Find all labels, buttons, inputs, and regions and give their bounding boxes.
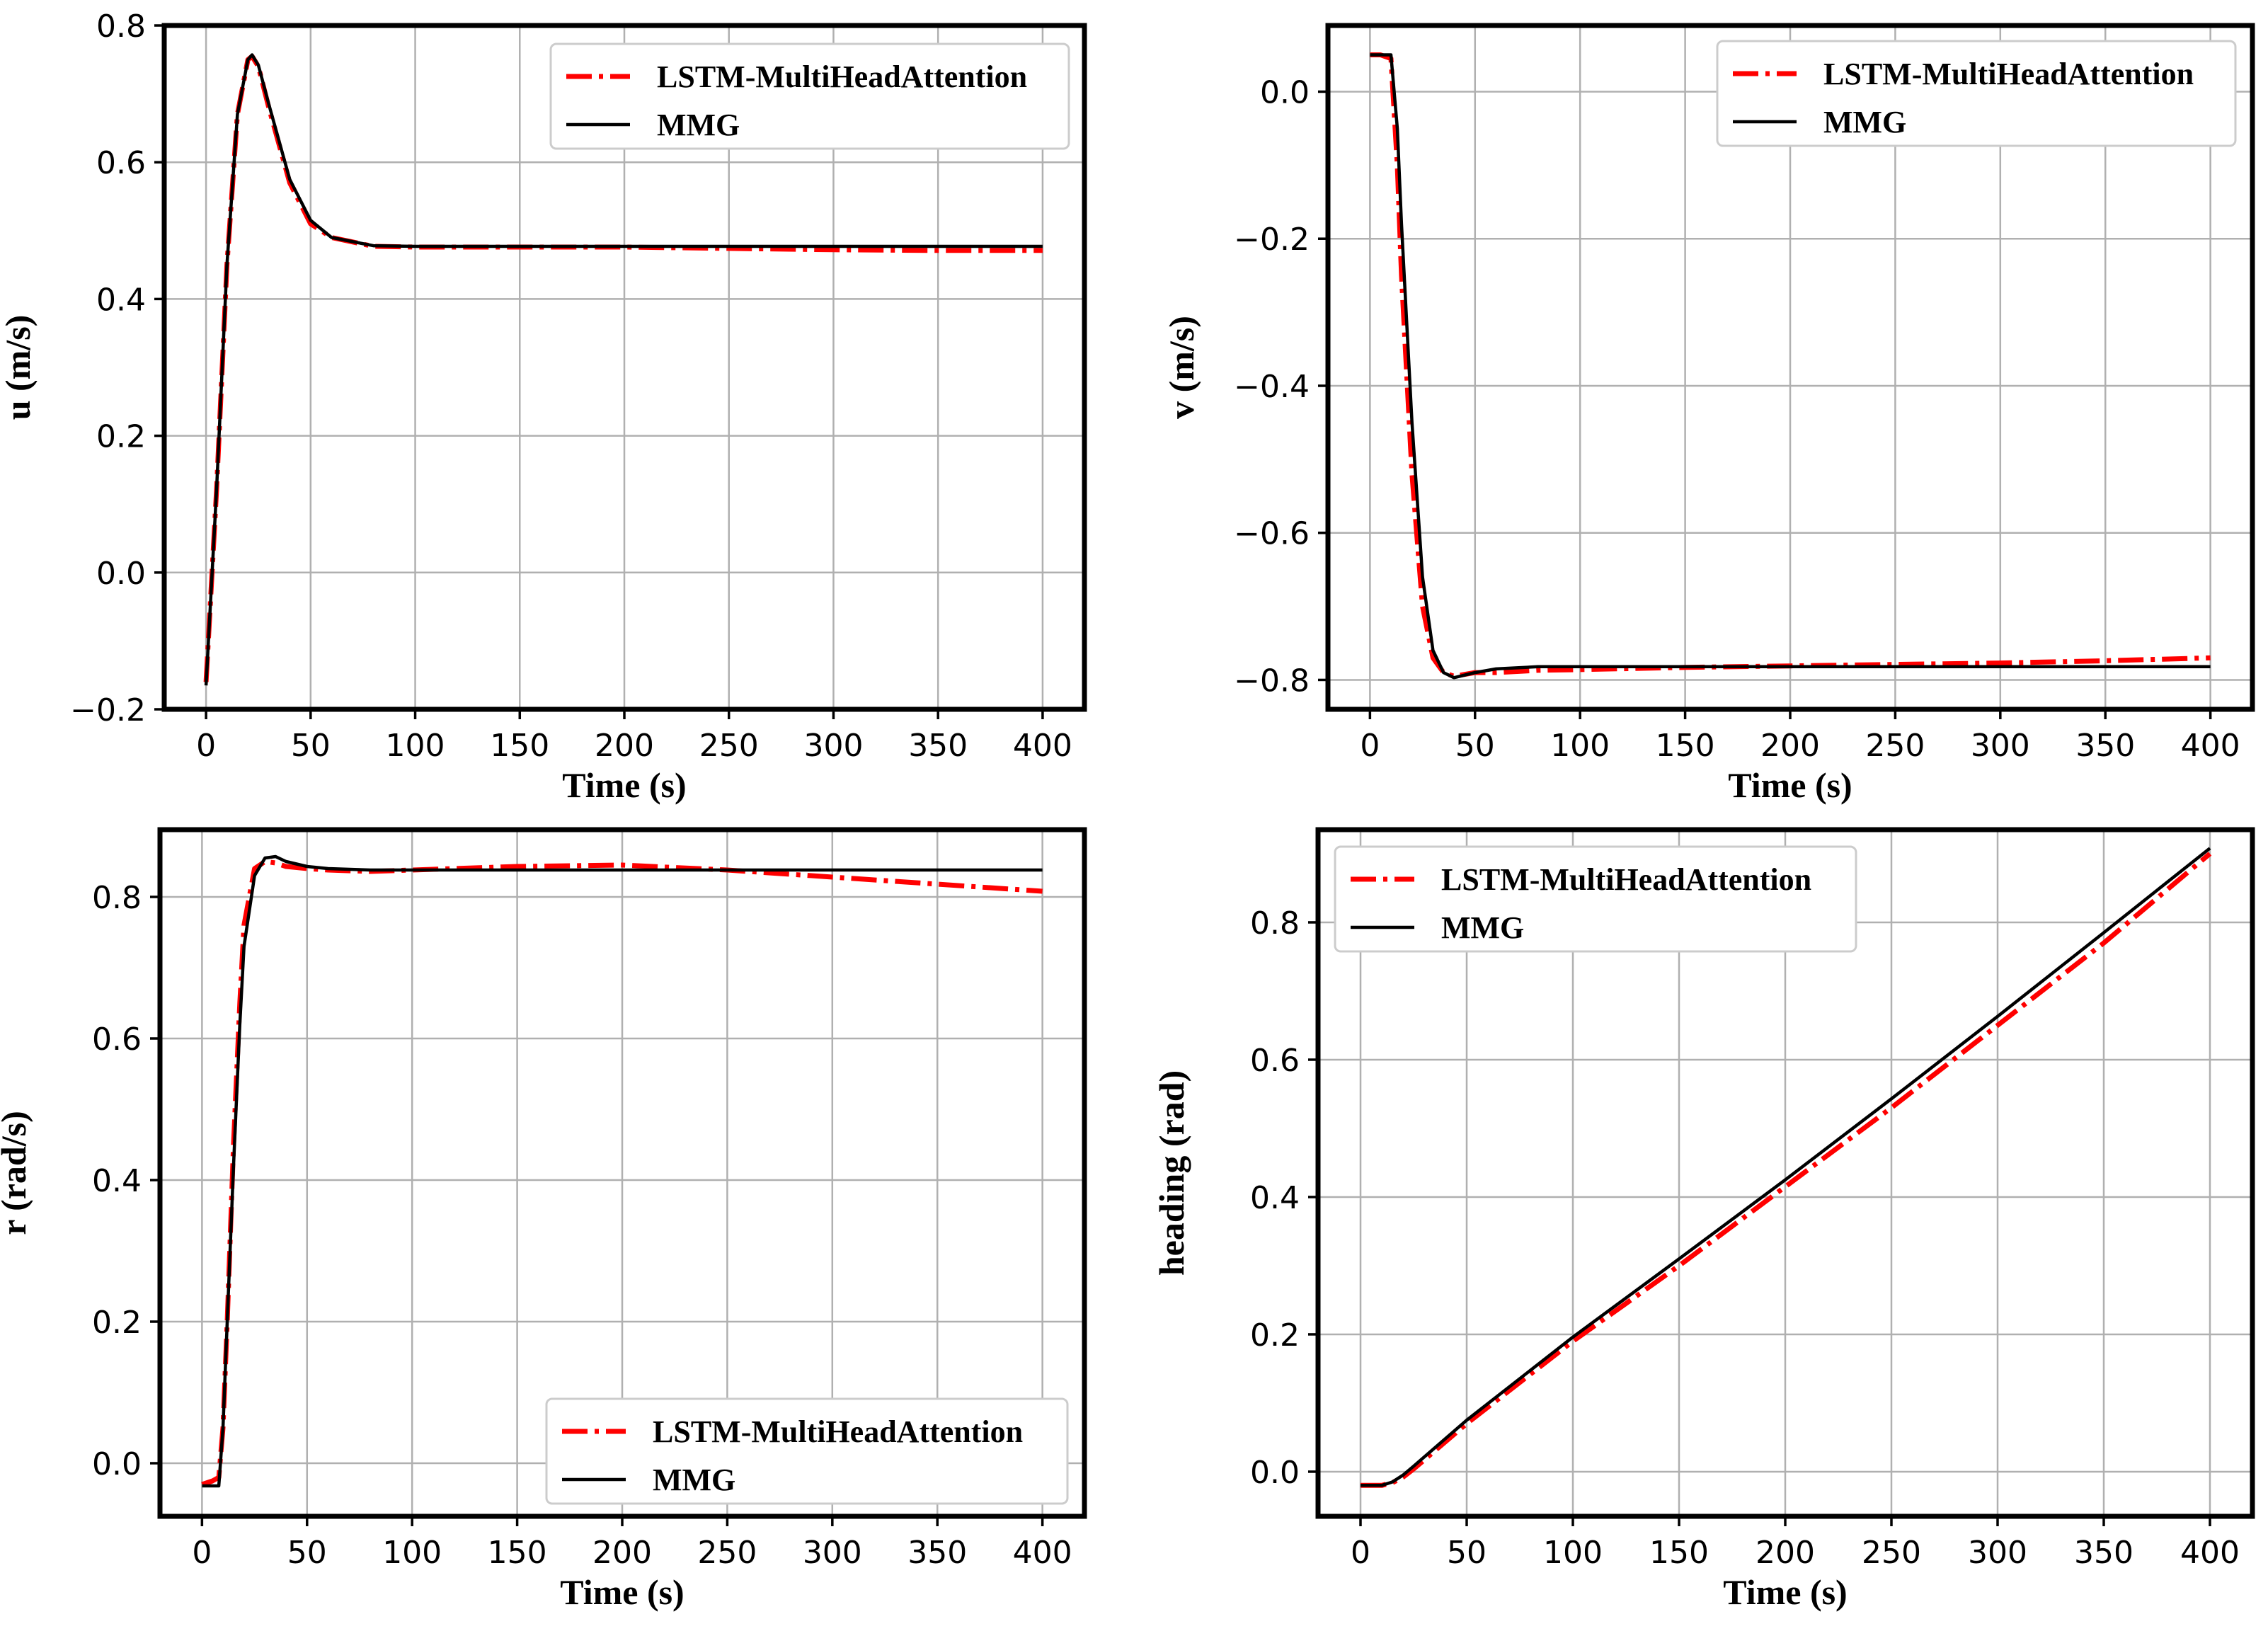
y-tick-label: −0.4	[1234, 369, 1310, 405]
y-tick-label: 0.6	[96, 145, 146, 181]
x-tick-label: 350	[907, 1535, 967, 1571]
x-tick-label: 0	[1351, 1535, 1370, 1571]
legend-box	[545, 1397, 1069, 1505]
x-tick-label: 150	[488, 1535, 547, 1571]
y-tick-label: 0.0	[1260, 74, 1310, 110]
x-tick-label: 200	[1756, 1535, 1815, 1571]
y-tick-label: 0.4	[96, 282, 146, 318]
x-tick-label: 50	[291, 728, 331, 764]
y-axis-label: u (m/s)	[0, 315, 38, 420]
x-tick-label: 250	[697, 1535, 757, 1571]
legend-box	[1716, 40, 2237, 147]
x-tick-label: 300	[803, 1535, 862, 1571]
x-tick-label: 200	[1760, 728, 1820, 764]
legend-label-lstm-multiheadattention: LSTM-MultiHeadAttention	[657, 59, 1027, 94]
y-tick-label: 0.4	[92, 1163, 142, 1199]
y-axis-label: v (m/s)	[1162, 316, 1201, 419]
y-tick-label: −0.6	[1234, 516, 1310, 552]
y-tick-label: 0.0	[92, 1446, 142, 1482]
series-line-mmg	[204, 53, 1043, 686]
panel-r: 0 50 100 150 200 250 300 350 400 0.0 0.2 0.4 0.6 0.8 T…	[0, 827, 1087, 1612]
legend: LSTM-MultiHeadAttention MMG	[1334, 845, 1857, 953]
x-tick-label: 250	[699, 728, 759, 764]
x-tick-label: 350	[908, 728, 968, 764]
panel-u: 0 50 100 150 200 250 300 350 400 −0.2 0.0 0.2 0.4 0.6…	[0, 8, 1087, 805]
y-tick-label: 0.2	[96, 419, 146, 455]
x-tick-label: 300	[1968, 1535, 2027, 1571]
legend-label-mmg: MMG	[657, 108, 740, 142]
y-tick-label: 0.6	[1250, 1043, 1300, 1079]
x-tick-label: 50	[1447, 1535, 1487, 1571]
x-tick-label: 200	[595, 728, 654, 764]
legend: LSTM-MultiHeadAttention MMG	[1716, 40, 2237, 147]
x-axis-label: Time (s)	[562, 765, 686, 805]
y-tick-label: 0.0	[96, 556, 146, 592]
y-tick-label: 0.8	[92, 880, 142, 916]
legend-box	[549, 42, 1070, 150]
x-tick-label: 350	[2075, 728, 2135, 764]
x-tick-label: 0	[192, 1535, 212, 1571]
x-tick-label: 250	[1865, 728, 1925, 764]
x-tick-label: 400	[2180, 1535, 2240, 1571]
y-tick-label: 0.2	[1250, 1317, 1300, 1354]
panel-v: 0 50 100 150 200 250 300 350 400 −0.8 −0.6 −0.4 −0.2…	[1162, 23, 2255, 805]
x-tick-label: 0	[1360, 728, 1380, 764]
legend-box	[1334, 845, 1857, 953]
y-tick-label: 0.0	[1250, 1455, 1300, 1491]
y-tick-label: −0.2	[70, 692, 146, 728]
y-axis-label: heading (rad)	[1152, 1070, 1191, 1276]
x-tick-label: 150	[1649, 1535, 1709, 1571]
y-tick-label: 0.8	[1250, 905, 1300, 942]
x-tick-label: 100	[386, 728, 445, 764]
x-tick-label: 350	[2074, 1535, 2134, 1571]
series-line-mmg	[202, 854, 1043, 1488]
x-tick-label: 50	[287, 1535, 327, 1571]
x-axis-label: Time (s)	[1723, 1572, 1847, 1612]
x-tick-label: 150	[490, 728, 549, 764]
series-group	[201, 854, 1043, 1488]
legend: LSTM-MultiHeadAttention MMG	[545, 1397, 1069, 1505]
x-axis-label: Time (s)	[1728, 765, 1852, 805]
x-tick-label: 100	[382, 1535, 442, 1571]
y-tick-label: 0.2	[92, 1305, 142, 1341]
x-tick-label: 400	[1013, 728, 1072, 764]
x-tick-label: 0	[196, 728, 216, 764]
x-tick-label: 300	[803, 728, 863, 764]
legend-label-lstm-multiheadattention: LSTM-MultiHeadAttention	[1441, 862, 1811, 897]
y-tick-label: 0.4	[1250, 1180, 1300, 1216]
x-tick-label: 300	[1971, 728, 2030, 764]
legend-label-lstm-multiheadattention: LSTM-MultiHeadAttention	[1823, 57, 2194, 91]
legend-label-mmg: MMG	[653, 1463, 735, 1497]
x-tick-label: 100	[1550, 728, 1610, 764]
series-line-lstm-multiheadattention	[1361, 852, 2212, 1488]
x-tick-label: 50	[1455, 728, 1495, 764]
x-tick-label: 250	[1862, 1535, 1921, 1571]
y-tick-label: 0.6	[92, 1021, 142, 1058]
series-group	[1361, 847, 2212, 1488]
series-line-mmg	[1361, 847, 2211, 1487]
legend-label-lstm-multiheadattention: LSTM-MultiHeadAttention	[653, 1414, 1023, 1449]
series-group	[1370, 52, 2211, 680]
x-tick-label: 150	[1656, 728, 1715, 764]
x-tick-label: 400	[2181, 728, 2240, 764]
x-axis-label: Time (s)	[560, 1572, 684, 1612]
panel-heading: 0 50 100 150 200 250 300 350 400 0.0 0.2 0.4 0.6 0.8 T…	[1152, 827, 2255, 1612]
series-line-mmg	[1370, 53, 2211, 680]
x-tick-label: 100	[1543, 1535, 1603, 1571]
legend: LSTM-MultiHeadAttention MMG	[549, 42, 1070, 150]
y-tick-label: −0.2	[1234, 222, 1310, 258]
y-axis-label: r (rad/s)	[0, 1111, 33, 1235]
legend-label-mmg: MMG	[1823, 105, 1906, 139]
y-tick-label: 0.8	[96, 8, 146, 45]
x-tick-label: 400	[1013, 1535, 1072, 1571]
legend-label-mmg: MMG	[1441, 910, 1524, 945]
series-line-lstm-multiheadattention	[203, 54, 1043, 682]
x-tick-label: 200	[592, 1535, 652, 1571]
y-tick-label: −0.8	[1234, 663, 1310, 699]
series-group	[203, 53, 1043, 686]
